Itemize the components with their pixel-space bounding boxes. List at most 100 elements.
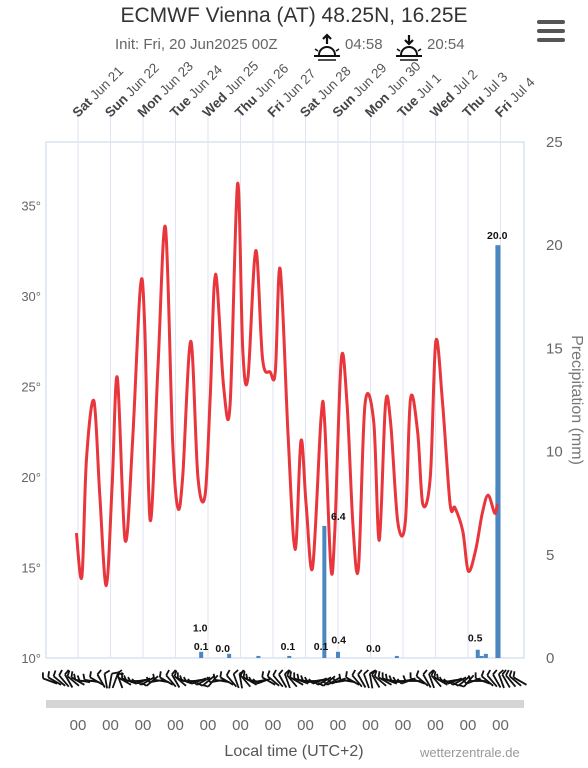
wind-barb <box>64 669 74 688</box>
y-right-tick-label: 15 <box>546 340 563 357</box>
wind-barb <box>492 669 502 688</box>
wind-barb-shaft <box>272 674 284 688</box>
wind-barb-shaft <box>371 674 381 688</box>
y-left-tick-label: 20° <box>21 470 41 485</box>
wind-barb-flag <box>123 675 128 682</box>
wind-barb-flag <box>438 676 444 683</box>
precip-data-label: 0.5 <box>468 633 483 645</box>
x-tick-label: 00 <box>492 717 509 734</box>
wind-barb-flag <box>388 675 393 682</box>
wind-barb-shaft <box>378 676 392 686</box>
wind-barb-flag <box>70 671 74 678</box>
wind-barb-shaft <box>283 673 291 689</box>
wind-barb <box>501 669 511 688</box>
precip-bar <box>483 653 488 658</box>
hamburger-menu-icon[interactable] <box>537 20 565 44</box>
init-time: Init: Fri, 20 Jun2025 00Z <box>115 36 278 53</box>
wind-barb-flag <box>165 669 170 676</box>
plot-frame <box>45 141 525 659</box>
wind-barb-shaft <box>430 674 442 688</box>
x-tick-label: 00 <box>70 717 87 734</box>
precip-data-label: 0.0 <box>366 643 381 655</box>
x-tick-label: 00 <box>265 717 282 734</box>
chart-title: ECMWF Vienna (AT) 48.25N, 16.25E <box>120 4 468 27</box>
wind-barb <box>430 669 442 688</box>
wind-barb-flag <box>66 670 71 677</box>
wind-barb-flag <box>373 670 378 677</box>
sunrise-icon <box>314 33 340 61</box>
precip-data-label: 20.0 <box>487 230 508 242</box>
x-tick-label: 00 <box>395 717 412 734</box>
y-right-tick-label: 0 <box>546 650 554 667</box>
precip-data-label: 0.1 <box>194 641 209 653</box>
wind-barb-shaft <box>174 675 187 687</box>
wind-barb-flag <box>136 680 142 686</box>
wind-barb-shaft <box>475 677 491 685</box>
wind-barb-shaft <box>66 675 80 687</box>
wind-barb-shaft <box>64 674 74 688</box>
wind-barb-flag <box>245 673 249 680</box>
wind-barb <box>357 669 367 688</box>
wind-barb <box>428 669 435 689</box>
wind-barb-shaft <box>463 674 475 688</box>
precip-bar <box>227 653 232 658</box>
wind-barb-shaft <box>89 676 104 686</box>
wind-barb-shaft <box>232 673 240 689</box>
wind-barb <box>373 670 387 687</box>
wind-barb <box>458 674 475 688</box>
wind-barb <box>266 670 280 687</box>
y-left-tick-label: 10° <box>21 651 41 666</box>
x-tick-label: 00 <box>362 717 379 734</box>
wind-barb-flag <box>225 669 231 676</box>
wind-barb <box>196 675 215 687</box>
wind-barb-shaft <box>428 673 435 689</box>
wind-barb-flag <box>206 676 211 683</box>
wind-barb-flag <box>392 676 398 683</box>
wind-barb <box>225 669 237 688</box>
wind-barb-flag <box>196 682 203 687</box>
wind-barb-flag <box>338 673 342 680</box>
x-tick-label: 00 <box>135 717 152 734</box>
wind-barb-flag <box>278 669 284 676</box>
wind-barb-shaft <box>422 674 432 688</box>
wind-barb-flag <box>96 669 102 676</box>
wind-barb-flag <box>145 676 151 683</box>
wind-barb-shaft <box>103 673 108 689</box>
wind-barb-shaft <box>219 676 234 686</box>
wind-barb-shaft <box>357 674 367 688</box>
wind-barb-shaft <box>374 675 387 687</box>
sunset-icon <box>396 35 422 61</box>
wind-barb-shaft <box>326 676 341 686</box>
wind-barb-flag <box>158 671 162 678</box>
wind-barb <box>52 670 66 687</box>
wind-barb-flag <box>371 669 377 676</box>
wind-barb-flag <box>452 682 459 687</box>
wind-barb-flag <box>312 680 319 686</box>
x-tick-label: 00 <box>460 717 477 734</box>
wind-barb-flag <box>266 670 271 677</box>
wind-barb-flag <box>89 671 92 678</box>
wind-barb-flag <box>152 673 156 680</box>
wind-barb-flag <box>73 673 77 680</box>
wind-barb <box>480 670 494 687</box>
chart-scrollbar[interactable] <box>46 700 524 708</box>
x-tick-label: 00 <box>330 717 347 734</box>
x-tick-label: 00 <box>427 717 444 734</box>
wind-barb-flag <box>183 676 188 683</box>
wind-barb-shaft <box>481 675 494 687</box>
wind-barb <box>345 671 360 686</box>
y-left-tick-label: 25° <box>21 379 41 394</box>
wind-barb-shaft <box>47 676 62 686</box>
wind-barb-flag <box>461 678 468 685</box>
wind-barb-flag <box>501 669 507 676</box>
wind-barb-flag <box>82 673 86 680</box>
wind-barb <box>363 669 370 689</box>
wind-barb <box>47 671 62 686</box>
wind-barb-flag <box>242 671 246 678</box>
wind-barb <box>505 669 517 688</box>
wind-barb-flag <box>117 671 120 678</box>
source-credit: wetterzentrale.de <box>420 745 520 760</box>
wind-barb-flag <box>272 669 277 676</box>
y-left-tick-label: 35° <box>21 198 41 213</box>
wind-barb-flag <box>233 669 239 675</box>
